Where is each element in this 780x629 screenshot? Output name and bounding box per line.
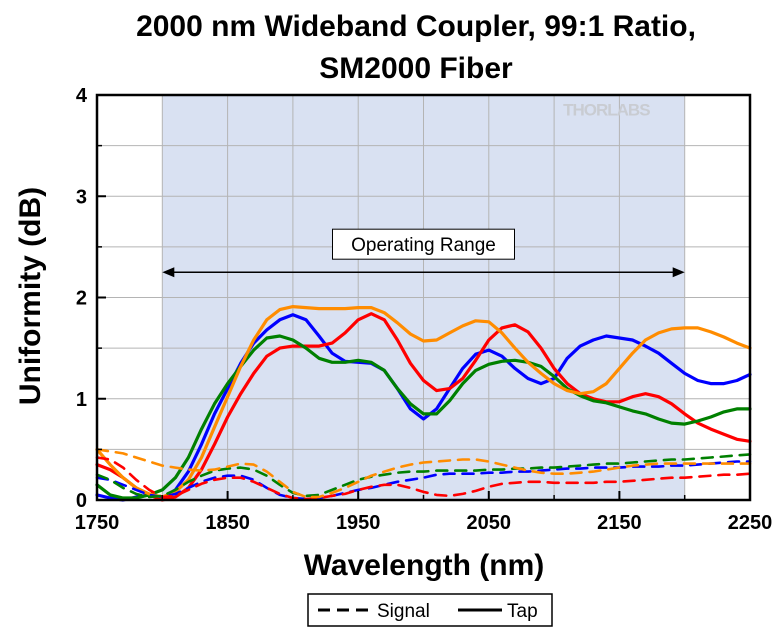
- orange-tap-line: [95, 305, 752, 499]
- arrowhead-right: [672, 267, 685, 278]
- y-axis-label: Uniformity (dB): [14, 187, 47, 405]
- y-tick-label: 1: [76, 389, 87, 411]
- x-tick-label: 1750: [75, 512, 120, 534]
- legend: Signal Tap: [307, 593, 553, 627]
- orange-signal-line: [95, 448, 752, 499]
- x-tick-label: 2250: [728, 512, 773, 534]
- operating-range-label-box: [332, 228, 515, 260]
- y-tick-label: 0: [76, 490, 87, 512]
- green-signal-line: [95, 453, 752, 499]
- blue-signal-line: [95, 460, 752, 501]
- operating-range-label: Operating Range: [351, 235, 496, 256]
- chart-title-line-1: 2000 nm Wideband Coupler, 99:1 Ratio,: [136, 10, 696, 43]
- x-tick-label: 1850: [205, 512, 250, 534]
- x-tick-label: 2050: [467, 512, 512, 534]
- red-signal-line: [95, 456, 752, 501]
- x-tick-label: 1950: [336, 512, 381, 534]
- legend-label-tap: Tap: [507, 601, 538, 622]
- x-axis-label: Wavelength (nm): [304, 549, 545, 582]
- y-tick-label: 4: [76, 85, 88, 107]
- thorlabs-watermark: THORLABS: [563, 100, 651, 119]
- y-tick-label: 2: [76, 288, 87, 310]
- x-tick-label: 2150: [597, 512, 642, 534]
- svg-text:THORLABS: THORLABS: [563, 100, 650, 119]
- operating-range-annotation: Operating Range: [162, 228, 685, 278]
- chart-title-line-2: SM2000 Fiber: [319, 52, 513, 85]
- arrowhead-left: [162, 267, 175, 278]
- y-tick-label: 3: [76, 186, 87, 208]
- legend-label-signal: Signal: [377, 601, 430, 622]
- axis-ticks: 1750 1850 1950 2050 2150 2250 0 1 2 3 4: [75, 85, 773, 534]
- red-tap-line: [95, 312, 752, 502]
- green-tap-line: [95, 334, 752, 500]
- series-lines: [95, 305, 752, 502]
